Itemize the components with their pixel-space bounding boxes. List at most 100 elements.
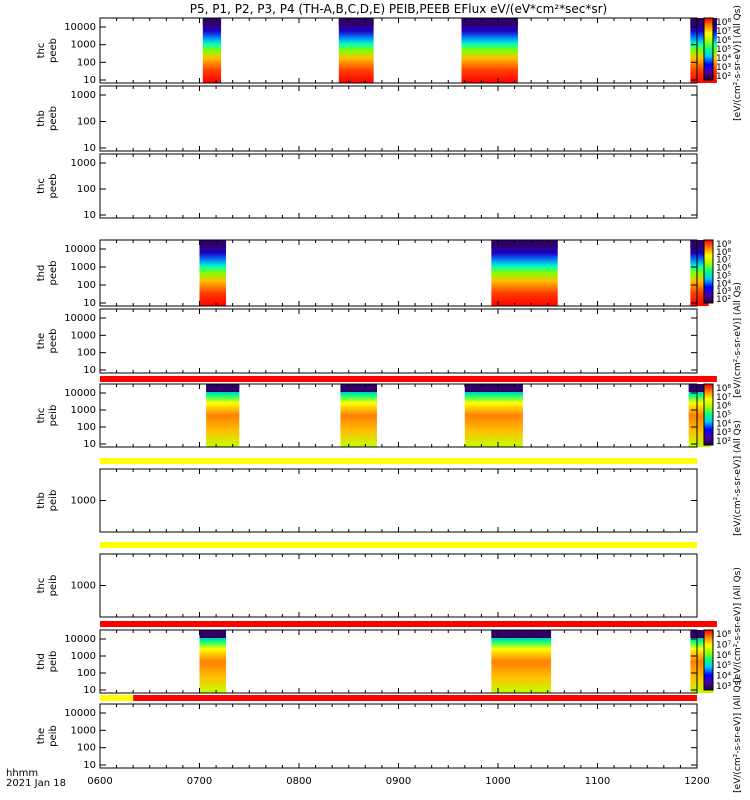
y-tick-label: 100	[77, 743, 96, 754]
colorbar-tick-label: 10⁷	[716, 640, 731, 650]
colorbar-tick-label: 10⁹	[716, 240, 731, 250]
colorbar	[703, 383, 714, 446]
spectrogram-interval	[206, 384, 240, 447]
x-tick-label: 0800	[286, 776, 311, 787]
panel-instrument-label: peib	[48, 490, 59, 512]
x-tick-label: 1000	[485, 776, 510, 787]
x-axis-date: 2021 Jan 18	[6, 778, 66, 789]
panel-frame	[99, 239, 698, 307]
panel-probe-label: thb	[36, 110, 47, 127]
colorbar-tick-label: 10⁴	[716, 672, 731, 682]
colorbar-tick-label: 10⁵	[716, 411, 731, 421]
panel-probe-label: thd	[36, 653, 47, 670]
y-tick-label: 1000	[71, 158, 96, 169]
y-tick-label: 1000	[71, 496, 96, 507]
spectrogram-interval	[464, 384, 523, 447]
interval-top-band	[199, 630, 227, 638]
colorbar-tick-label: 10²	[716, 437, 731, 447]
mode-bar-segment	[100, 695, 134, 701]
y-tick-label: 1000	[71, 90, 96, 101]
y-tick-label: 100	[77, 184, 96, 195]
spectrogram-interval	[491, 240, 558, 306]
mode-bar	[100, 458, 697, 464]
colorbar-tick-label: 10³	[716, 287, 731, 297]
y-tick-label: 10000	[64, 313, 96, 324]
panel-instrument-label: peeb	[48, 329, 59, 354]
panel-instrument-label: peib	[48, 575, 59, 597]
panel-instrument-label: peeb	[48, 106, 59, 131]
spectrogram-interval	[199, 630, 227, 693]
mode-bar	[100, 542, 697, 548]
panel-frame	[99, 383, 698, 448]
colorbar-tick-label: 10⁸	[716, 630, 731, 640]
interval-top-band	[690, 240, 709, 248]
colorbar-tick-label: 10⁷	[716, 27, 731, 37]
panel-frame	[99, 85, 698, 152]
colorbar-tick-label: 10⁴	[716, 54, 731, 64]
colorbar-tick-label: 10⁵	[716, 271, 731, 281]
colorbar-label: [eV/(cm²-s-sr-eV)] (All Qs)	[733, 282, 743, 398]
interval-top-band	[340, 384, 377, 392]
colorbar-label: [eV/(cm²-s-sr-eV)] (All Qs)	[733, 567, 743, 683]
y-tick-label: 10000	[64, 708, 96, 719]
y-tick-label: 10	[83, 760, 96, 771]
interval-top-band	[690, 630, 714, 638]
colorbar-tick-label: 10⁷	[716, 256, 731, 266]
chart-title: P5, P1, P2, P3, P4 (TH-A,B,C,D,E) PEIB,P…	[190, 2, 607, 16]
interval-top-band	[464, 384, 523, 392]
x-tick-label: 1100	[585, 776, 610, 787]
panel-probe-label: the	[36, 728, 47, 744]
y-tick-label: 100	[77, 117, 96, 128]
panel-instrument-label: peib	[48, 725, 59, 747]
panel-instrument-label: peeb	[48, 38, 59, 63]
colorbar-tick-label: 10⁷	[716, 393, 731, 403]
y-tick-label: 10	[83, 685, 96, 696]
colorbar-tick-label: 10⁴	[716, 419, 731, 429]
y-tick-label: 100	[77, 668, 96, 679]
colorbar-tick-label: 10⁶	[716, 264, 731, 274]
colorbar-tick-label: 10³	[716, 63, 731, 73]
colorbar-label: [eV/(cm²-s-sr-eV)] (All Qs)	[733, 677, 743, 793]
panel-probe-label: thc	[36, 43, 47, 59]
panel-instrument-label: peeb	[48, 174, 59, 199]
panel-instrument-label: peib	[48, 651, 59, 673]
spectrogram-interval	[461, 18, 518, 83]
panel-probe-label: thc	[36, 578, 47, 594]
y-tick-label: 1000	[71, 330, 96, 341]
y-tick-label: 10	[83, 75, 96, 86]
y-tick-label: 1000	[71, 651, 96, 662]
panel-frame	[99, 553, 698, 618]
interval-top-band	[491, 240, 558, 248]
y-tick-label: 10	[83, 143, 96, 154]
panel-frame	[99, 629, 698, 694]
colorbar-tick-label: 10⁶	[716, 36, 731, 46]
panel-frame	[99, 17, 698, 84]
x-tick-label: 0700	[187, 776, 212, 787]
y-tick-label: 10	[83, 298, 96, 309]
panel-probe-label: the	[36, 333, 47, 349]
y-tick-label: 10	[83, 365, 96, 376]
colorbar-tick-label: 10⁶	[716, 402, 731, 412]
colorbar-tick-label: 10⁴	[716, 279, 731, 289]
colorbar-label: [eV/(cm²-s-sr-eV)] (All Qs)	[733, 420, 743, 536]
spectrogram-interval	[199, 240, 227, 306]
colorbar	[703, 629, 714, 691]
spectrogram-interval	[340, 384, 377, 447]
panel-frame	[99, 153, 698, 219]
colorbar-tick-label: 10²	[716, 295, 731, 305]
panel-probe-label: thc	[36, 408, 47, 424]
colorbar-tick-label: 10⁵	[716, 661, 731, 671]
y-tick-label: 1000	[71, 725, 96, 736]
panel-instrument-label: peib	[48, 405, 59, 427]
colorbar-tick-label: 10⁸	[716, 18, 731, 28]
spectrogram-interval	[338, 18, 374, 83]
x-tick-label: 1200	[684, 776, 709, 787]
interval-top-band	[202, 18, 222, 26]
colorbar-tick-label: 10⁵	[716, 45, 731, 55]
y-tick-label: 10000	[64, 244, 96, 255]
spectrogram-interval	[491, 630, 552, 693]
x-tick-label: 0600	[87, 776, 112, 787]
y-tick-label: 1000	[71, 581, 96, 592]
